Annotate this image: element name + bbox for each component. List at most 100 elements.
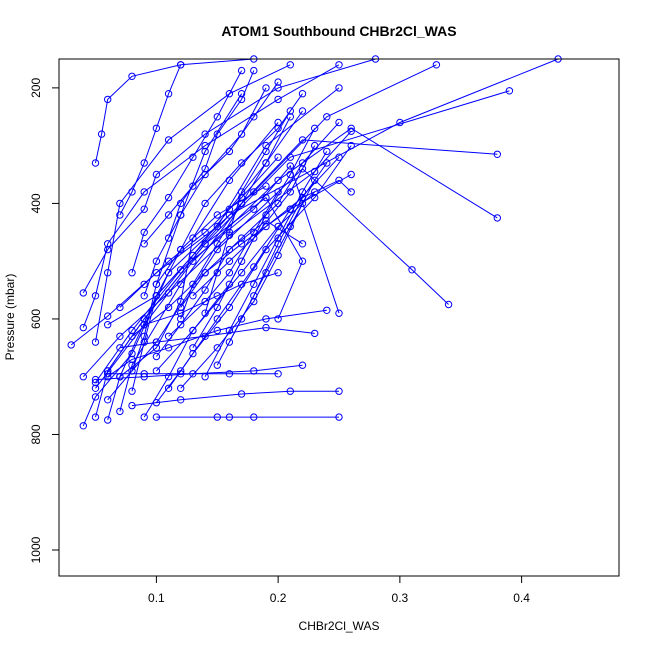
data-point <box>335 309 343 317</box>
data-point <box>97 130 106 138</box>
data-point <box>91 375 100 384</box>
data-point <box>262 182 270 190</box>
chart-title: ATOM1 Southbound CHBr2Cl_WAS <box>221 23 456 39</box>
data-point <box>262 84 270 92</box>
data-point <box>237 390 246 398</box>
data-point <box>262 147 270 156</box>
data-point <box>225 269 234 277</box>
data-point <box>104 269 112 277</box>
data-point <box>274 315 282 323</box>
data-point <box>164 90 173 98</box>
data-point <box>189 257 197 265</box>
data-point <box>408 266 416 274</box>
series-line-29 <box>180 116 291 320</box>
data-point <box>201 373 209 381</box>
data-point <box>201 165 209 173</box>
data-point <box>225 413 234 421</box>
data-point <box>116 332 124 340</box>
data-point <box>213 113 222 121</box>
x-axis: 0.1 0.2 0.3 0.4 <box>148 575 530 605</box>
data-point <box>274 269 282 277</box>
data-point <box>152 170 161 179</box>
series-line-18 <box>119 122 279 378</box>
data-point <box>91 413 100 421</box>
data-point <box>177 61 185 69</box>
data-point <box>177 211 185 219</box>
data-point <box>164 269 173 277</box>
data-point <box>67 341 75 349</box>
data-point <box>177 315 185 323</box>
data-point <box>335 176 343 185</box>
data-point <box>262 193 270 202</box>
series-line-32 <box>143 87 267 296</box>
data-point <box>189 326 197 335</box>
data-point <box>323 159 331 167</box>
data-point <box>91 393 100 401</box>
x-tick-label: 0.4 <box>513 591 530 605</box>
data-point <box>152 344 161 352</box>
data-point <box>335 387 343 395</box>
data-point <box>225 147 234 156</box>
data-point <box>140 413 148 421</box>
series-line-19 <box>131 93 243 372</box>
data-point <box>140 188 148 196</box>
data-point <box>274 84 282 92</box>
data-point <box>213 303 222 312</box>
series-layer <box>67 55 562 430</box>
data-point <box>128 269 136 277</box>
series-line-40 <box>168 70 255 239</box>
data-point <box>189 344 197 352</box>
data-point <box>116 199 124 208</box>
x-tick-label: 0.1 <box>148 591 165 605</box>
x-tick-label: 0.3 <box>392 591 409 605</box>
data-point <box>225 245 234 254</box>
data-point <box>140 315 148 323</box>
data-point <box>237 66 246 75</box>
data-point <box>311 141 319 150</box>
series-line-31 <box>131 70 243 273</box>
data-point <box>140 370 148 378</box>
data-point <box>493 214 501 222</box>
data-point <box>286 188 294 196</box>
series-line-6 <box>70 87 340 346</box>
y-axis: 200 400 600 800 1000 <box>29 78 60 563</box>
series-line-23 <box>131 390 339 407</box>
series-line-7 <box>82 130 352 378</box>
data-point <box>140 280 148 288</box>
data-point <box>140 240 148 248</box>
data-point <box>237 95 246 104</box>
data-point <box>152 257 161 265</box>
data-point <box>262 323 270 332</box>
data-point <box>262 315 270 323</box>
data-point <box>91 384 100 392</box>
data-point <box>237 90 246 98</box>
data-point <box>298 257 307 265</box>
data-point <box>298 361 307 369</box>
data-point <box>237 315 246 323</box>
x-tick-label: 0.2 <box>270 591 287 605</box>
series-line-43 <box>119 156 279 308</box>
series-line-30 <box>119 64 182 216</box>
data-point <box>311 124 319 133</box>
data-point <box>201 286 209 294</box>
data-point <box>237 269 246 277</box>
data-point <box>91 338 100 346</box>
data-point <box>213 130 222 138</box>
data-point <box>311 329 319 338</box>
data-point <box>444 300 453 309</box>
data-point <box>213 361 222 369</box>
data-point <box>311 176 319 185</box>
data-point <box>116 407 124 416</box>
data-point <box>213 344 222 352</box>
data-point <box>274 153 282 161</box>
data-point <box>347 141 355 150</box>
series-line-12 <box>95 58 254 164</box>
data-point <box>177 370 185 378</box>
data-point <box>164 211 173 219</box>
data-point <box>213 413 222 421</box>
data-point <box>213 326 222 335</box>
data-point <box>116 211 124 219</box>
data-point <box>323 306 331 314</box>
series-line-45 <box>156 145 316 372</box>
